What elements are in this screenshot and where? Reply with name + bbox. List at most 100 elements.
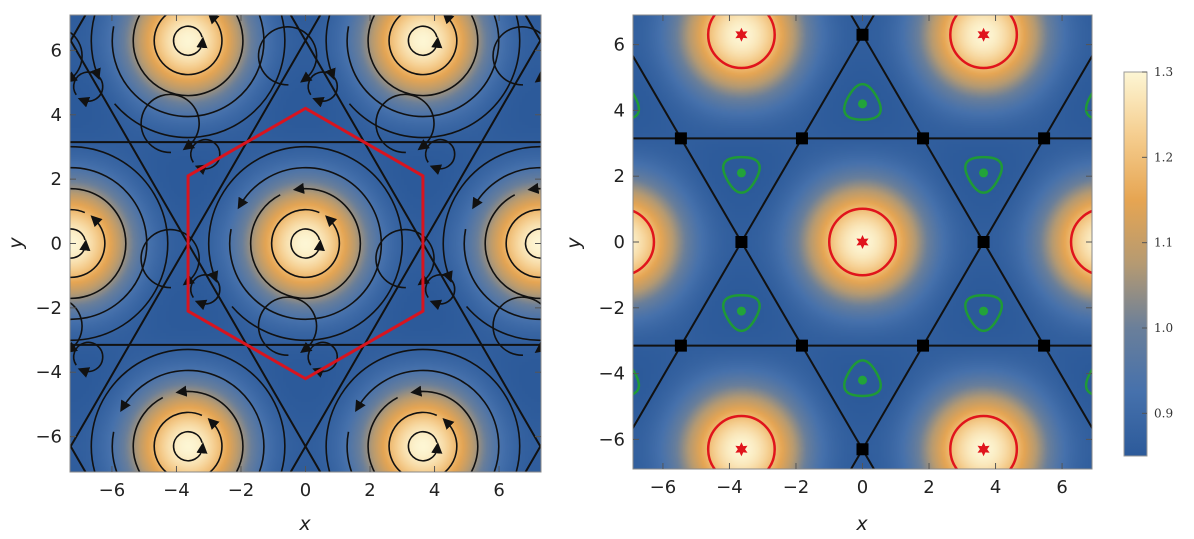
- streamline-minor: [190, 274, 221, 311]
- streamline: [270, 208, 341, 279]
- right-xtick-label: −4: [716, 477, 743, 498]
- left-xtick-label: −6: [99, 480, 126, 501]
- max-contour: [706, 15, 776, 70]
- colorbar-gradient: [1123, 71, 1148, 457]
- streamline: [367, 15, 479, 97]
- streamline: [325, 15, 521, 139]
- streamline: [132, 15, 244, 97]
- left-ytick-label: 0: [51, 234, 62, 255]
- left-xtick-label: −4: [163, 480, 190, 501]
- colorbar-tick-label: 1.2: [1154, 150, 1173, 164]
- saddle-square: [856, 28, 869, 41]
- colorbar-ticks: 0.9 1.0 1.1 1.2 1.3: [1142, 65, 1173, 420]
- maximum-star: [977, 442, 990, 457]
- right-xtick-label: 4: [990, 477, 1001, 498]
- min-contour: [1084, 367, 1092, 396]
- saddle-square: [795, 132, 808, 145]
- right-xlabel: x: [855, 513, 868, 535]
- left-ytick-label: 6: [51, 40, 62, 61]
- right-ytick-label: 0: [614, 232, 625, 253]
- maximum-star: [735, 27, 748, 42]
- saddle-square: [674, 132, 687, 145]
- saddle-square: [856, 443, 869, 456]
- right-xtick-label: −2: [783, 477, 810, 498]
- saddle-square: [917, 339, 930, 352]
- left-heatmap: [70, 15, 541, 472]
- left-ytick-label: −4: [35, 362, 62, 383]
- streamline-minor: [70, 301, 83, 353]
- streamline: [172, 25, 208, 57]
- streamline: [172, 430, 208, 462]
- minimum-dot: [736, 168, 746, 178]
- streamline: [463, 166, 541, 321]
- colorbar-tick-label: 1.1: [1154, 236, 1173, 250]
- left-ylabel: y: [5, 237, 27, 250]
- left-xtick-label: 6: [493, 480, 504, 501]
- colorbar-tick-label: 0.9: [1154, 406, 1173, 420]
- min-contour: [633, 367, 641, 396]
- streamline: [346, 369, 500, 472]
- streamline: [388, 411, 458, 472]
- saddle-square: [1038, 132, 1051, 145]
- left-xtick-label: −2: [228, 480, 255, 501]
- streamline: [70, 208, 106, 279]
- max-contour: [827, 207, 898, 277]
- left-ticks: −6 −4 −2 0 2 4 6 −6 −4 −2 0 2 4 6: [35, 15, 541, 501]
- streamline: [325, 348, 521, 472]
- streamline-minor: [492, 296, 541, 356]
- streamline-minor: [257, 296, 318, 356]
- min-contour: [964, 155, 1003, 194]
- streamline: [207, 145, 404, 342]
- streamline-minor: [72, 71, 104, 108]
- colorbar-tick-label: 1.0: [1154, 321, 1173, 335]
- right-xtick-label: 0: [857, 477, 868, 498]
- streamline: [228, 166, 383, 321]
- right-ylabel: y: [563, 237, 585, 250]
- max-contour: [706, 414, 776, 469]
- left-ytick-label: −2: [35, 298, 62, 319]
- streamline: [346, 15, 500, 118]
- min-contour: [964, 294, 1003, 333]
- left-streamlines: [70, 15, 572, 472]
- max-contour: [1069, 209, 1092, 275]
- minimum-dot: [736, 306, 746, 316]
- right-xtick-label: 2: [923, 477, 934, 498]
- saddle-square: [977, 236, 990, 248]
- saddle-square: [795, 339, 808, 352]
- streamline-minor: [375, 93, 435, 154]
- streamline: [249, 182, 362, 300]
- streamline: [407, 25, 443, 57]
- right-ytick-label: 6: [614, 35, 625, 56]
- min-contour: [722, 155, 761, 194]
- streamline: [153, 15, 223, 76]
- maximum-star: [977, 27, 990, 42]
- streamline: [90, 348, 286, 472]
- streamline: [70, 228, 91, 259]
- streamline: [484, 182, 541, 300]
- left-ytick-label: 2: [51, 169, 62, 190]
- maximum-star: [856, 235, 869, 249]
- streamline: [153, 411, 223, 472]
- maximum-star: [735, 442, 748, 457]
- minimum-dot: [979, 168, 989, 178]
- left-xtick-label: 4: [429, 480, 440, 501]
- right-ytick-label: −4: [598, 364, 625, 385]
- streamline-minor: [424, 274, 456, 311]
- minimum-dot: [979, 306, 989, 316]
- streamline: [111, 369, 265, 472]
- streamline: [111, 15, 265, 118]
- max-contour: [949, 414, 1019, 469]
- streamline: [505, 208, 541, 279]
- left-xlabel: x: [298, 513, 311, 535]
- max-contour: [949, 15, 1019, 70]
- min-contour: [1084, 91, 1092, 119]
- right-xtick-label: 6: [1056, 477, 1067, 498]
- right-ticks: −6 −4 −2 0 2 4 6 −6 −4 −2 0 2 4 6: [598, 15, 1092, 498]
- right-ytick-label: −6: [598, 429, 625, 450]
- streamline-minor: [543, 72, 572, 101]
- right-ytick-label: 2: [614, 166, 625, 187]
- right-ytick-label: 4: [614, 100, 625, 121]
